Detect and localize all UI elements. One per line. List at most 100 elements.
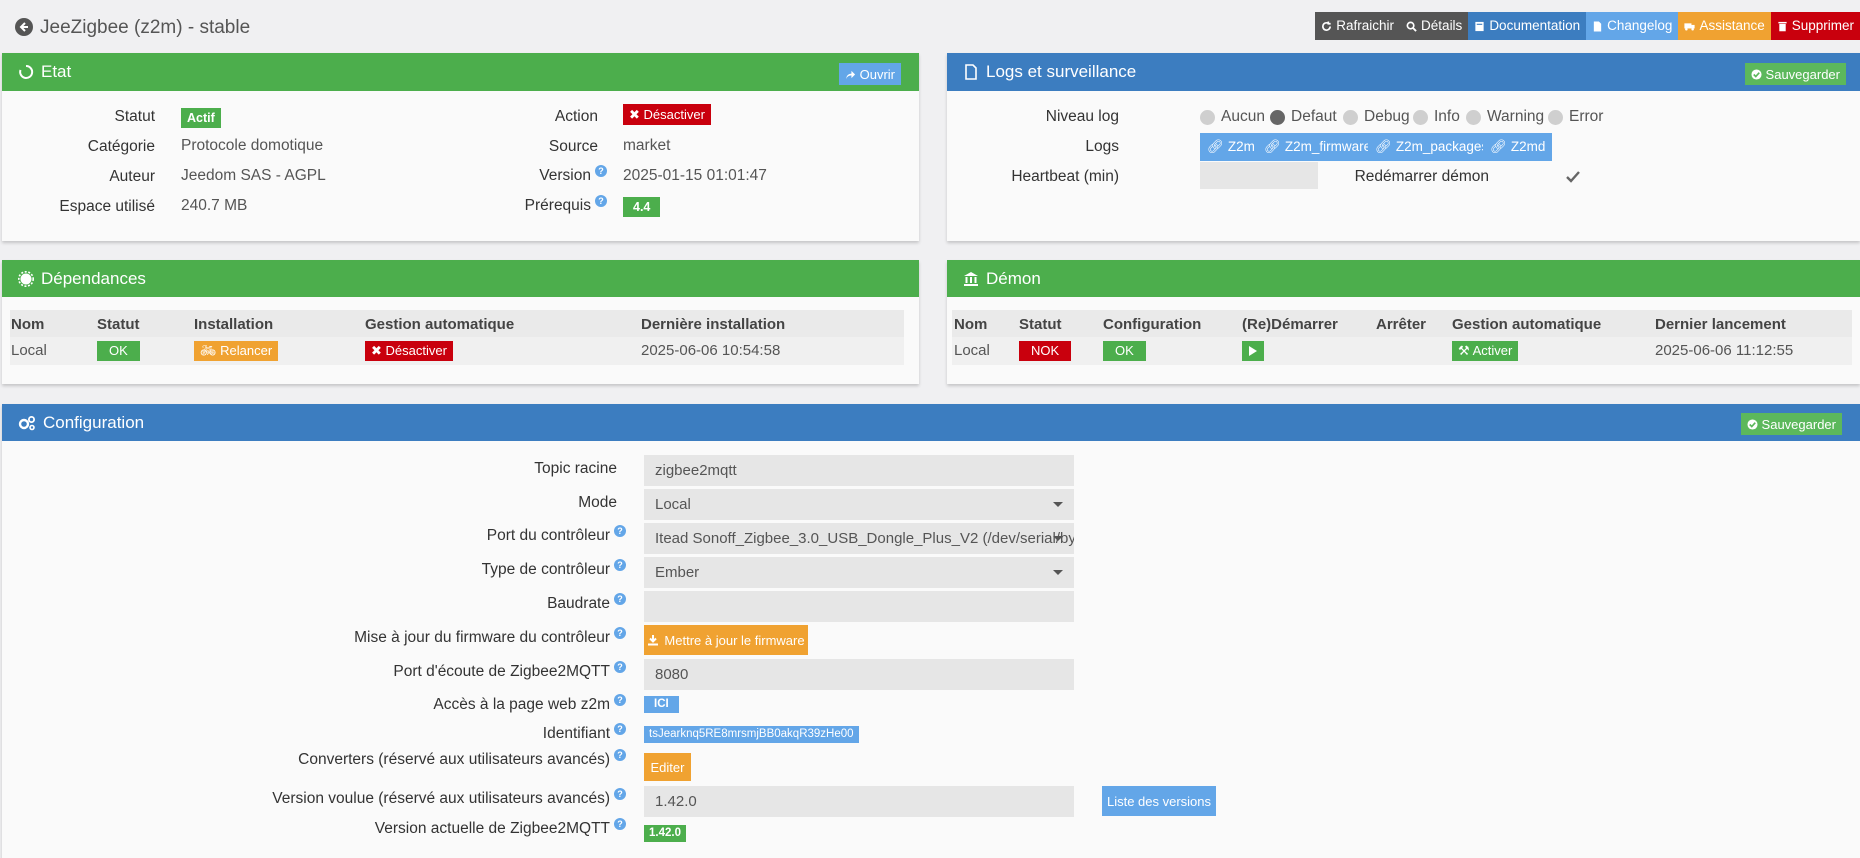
details-label: Détails <box>1421 18 1463 33</box>
log-level-label: Defaut <box>1291 108 1337 125</box>
relancer-button[interactable]: 🚲︎ Relancer <box>194 341 279 361</box>
column-header: Statut <box>97 316 140 333</box>
bank-icon <box>964 271 978 286</box>
type-controleur-select[interactable]: Ember <box>644 557 1074 588</box>
log-level-label: Info <box>1434 108 1460 125</box>
identifiant-label: Identifiant? <box>543 723 626 743</box>
list-versions-button[interactable]: Liste des versions <box>1102 786 1216 816</box>
help-icon[interactable]: ? <box>614 559 626 571</box>
logs-save-button[interactable]: Sauvegarder <box>1744 63 1846 85</box>
converters-label: Converters (réservé aux utilisateurs ava… <box>298 749 626 769</box>
assistance-button[interactable]: Assistance <box>1678 12 1771 40</box>
page-title: JeeZigbee (z2m) - stable <box>40 17 251 38</box>
auteur-value: Jeedom SAS - AGPL <box>181 167 326 184</box>
help-icon[interactable]: ? <box>614 818 626 830</box>
config-save-label: Sauvegarder <box>1761 416 1836 432</box>
log-level-info[interactable]: Info <box>1413 108 1460 126</box>
column-header: Nom <box>954 316 988 333</box>
log-level-label: Error <box>1569 108 1604 125</box>
log-z2md-button[interactable]: 🔗︎ Z2md <box>1483 133 1553 161</box>
logs-panel: Logs et surveillance Sauvegarder Niveau … <box>947 53 1860 241</box>
desactiver-plugin-button[interactable]: ✖ Désactiver <box>623 104 711 125</box>
column-header: Nom <box>11 316 45 333</box>
port-ecoute-input[interactable]: 8080 <box>644 659 1074 690</box>
logs-save-label: Sauvegarder <box>1765 66 1840 82</box>
delete-button[interactable]: Supprimer <box>1770 12 1860 40</box>
topic-label: Topic racine <box>534 460 617 477</box>
help-icon[interactable]: ? <box>614 788 626 800</box>
open-label: Ouvrir <box>859 66 895 82</box>
espace-label: Espace utilisé <box>59 198 155 215</box>
column-header: Configuration <box>1103 316 1202 333</box>
update-firmware-button[interactable]: Mettre à jour le firmware <box>644 625 808 655</box>
help-icon[interactable]: ? <box>614 627 626 639</box>
web-ici-button[interactable]: ICI <box>644 696 679 713</box>
log-z2m-button[interactable]: 🔗︎ Z2m <box>1200 133 1262 161</box>
dependances-panel: Dépendances Nom Statut Installation Gest… <box>2 260 919 384</box>
log-z2m-firmware-button[interactable]: 🔗︎ Z2m_firmware <box>1257 133 1379 161</box>
start-demon-button[interactable] <box>1242 341 1264 361</box>
changelog-button[interactable]: Changelog <box>1586 12 1679 40</box>
activer-gestion-button[interactable]: ⚒︎ Activer <box>1452 341 1519 361</box>
version-voulue-input[interactable]: 1.42.0 <box>644 786 1074 817</box>
update-firmware-label: Mettre à jour le firmware <box>664 632 805 648</box>
refresh-button[interactable]: Rafraichir <box>1315 12 1401 40</box>
book-icon <box>1475 21 1484 31</box>
port-controleur-label-text: Port du contrôleur <box>486 527 610 545</box>
help-icon[interactable]: ? <box>614 593 626 605</box>
help-icon[interactable]: ? <box>614 723 626 735</box>
topic-input[interactable]: zigbee2mqtt <box>644 455 1074 486</box>
refresh-icon <box>1322 20 1332 31</box>
version-voulue-label: Version voulue (réservé aux utilisateurs… <box>272 788 626 808</box>
logs-label: Logs <box>1085 138 1119 155</box>
log-level-error[interactable]: Error <box>1548 108 1603 126</box>
dep-desactiver-button[interactable]: ✖ Désactiver <box>365 341 453 361</box>
details-button[interactable]: Détails <box>1400 12 1469 40</box>
log-level-warning[interactable]: Warning <box>1466 108 1544 126</box>
documentation-button[interactable]: Documentation <box>1468 12 1587 40</box>
baudrate-input[interactable] <box>644 591 1074 622</box>
help-icon[interactable]: ? <box>614 661 626 673</box>
help-icon[interactable]: ? <box>614 749 626 761</box>
version-actuelle-label-text: Version actuelle de Zigbee2MQTT <box>374 820 610 838</box>
demon-nom: Local <box>954 342 990 359</box>
configuration-title: Configuration <box>43 412 145 432</box>
log-file-label: Z2md <box>1510 139 1546 154</box>
auteur-label: Auteur <box>109 168 155 185</box>
niveau-log-label: Niveau log <box>1045 108 1119 125</box>
table-row: Local OK 🚲︎ Relancer ✖ Désactiver 2025-0… <box>10 337 904 365</box>
categorie-label: Catégorie <box>87 138 155 155</box>
identifiant-label-text: Identifiant <box>542 725 610 743</box>
mode-select[interactable]: Local <box>644 489 1074 520</box>
log-level-label: Aucun <box>1221 108 1265 125</box>
etat-title: Etat <box>41 62 72 81</box>
port-controleur-select[interactable]: Itead Sonoff_Zigbee_3.0_USB_Dongle_Plus_… <box>644 523 1074 554</box>
config-save-button[interactable]: Sauvegarder <box>1740 413 1842 435</box>
port-controleur-label: Port du contrôleur? <box>487 525 626 545</box>
column-header: Installation <box>194 316 274 333</box>
back-arrow-icon[interactable] <box>15 18 33 36</box>
log-z2m-packages-button[interactable]: 🔗︎ Z2m_packages <box>1368 133 1496 161</box>
statut-label: Statut <box>114 108 156 125</box>
check-circle-icon <box>1747 418 1758 430</box>
demon-dernier: 2025-06-06 11:12:55 <box>1655 342 1794 359</box>
help-icon[interactable]: ? <box>614 694 626 706</box>
log-level-debug[interactable]: Debug <box>1343 108 1410 126</box>
prerequis-label: Prérequis? <box>525 195 607 215</box>
edit-converters-button[interactable]: Editer <box>644 753 691 781</box>
configuration-header: Configuration Sauvegarder <box>2 404 1860 441</box>
help-icon[interactable]: ? <box>614 525 626 537</box>
demon-config-badge: OK <box>1103 341 1146 361</box>
open-button[interactable]: Ouvrir <box>838 63 901 85</box>
file-icon <box>965 64 977 80</box>
log-level-defaut[interactable]: Defaut <box>1270 108 1337 126</box>
demon-header: Démon <box>947 260 1860 297</box>
top-bar: JeeZigbee (z2m) - stable Rafraichir Déta… <box>0 0 1860 53</box>
heartbeat-input[interactable] <box>1200 162 1318 189</box>
radio-dot <box>1343 109 1358 125</box>
log-level-aucun[interactable]: Aucun <box>1200 108 1265 126</box>
restart-demon-checkbox[interactable] <box>1566 170 1580 183</box>
help-icon[interactable]: ? <box>595 195 607 207</box>
help-icon[interactable]: ? <box>595 165 607 177</box>
version-actuelle-badge: 1.42.0 <box>644 825 686 842</box>
